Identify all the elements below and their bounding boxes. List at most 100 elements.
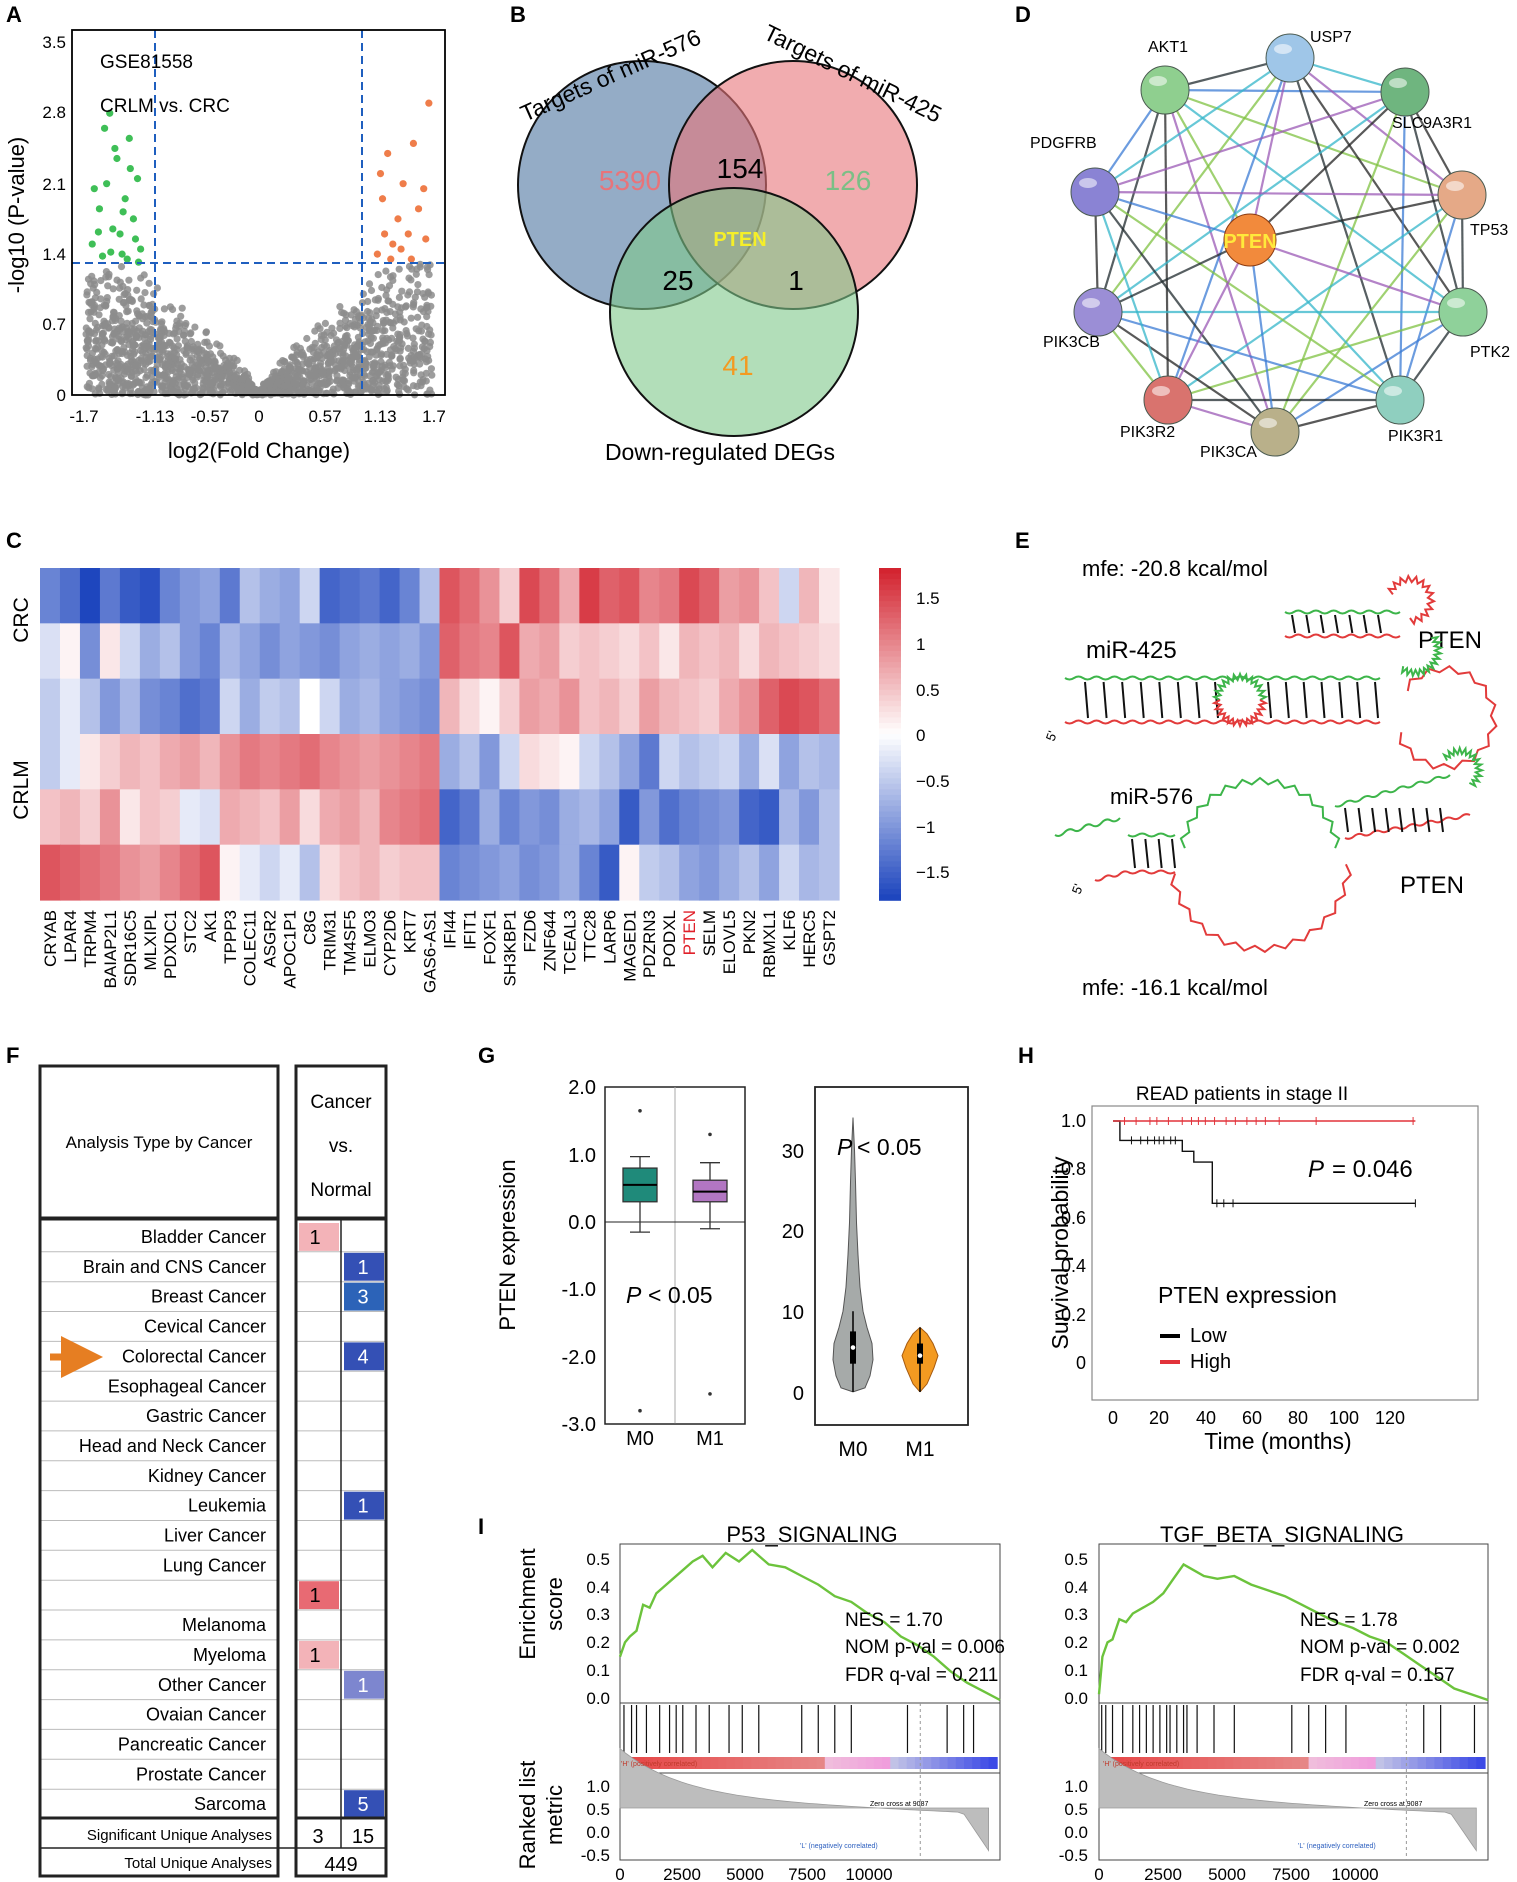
table-row-label: Lung Cancer bbox=[163, 1555, 266, 1575]
volcano-point bbox=[270, 389, 278, 397]
heatmap-cell bbox=[759, 623, 780, 680]
volcano-point bbox=[338, 376, 346, 384]
volcano-point bbox=[125, 276, 133, 284]
volcano-point bbox=[394, 338, 402, 346]
rna-strand bbox=[1064, 675, 1381, 681]
y-tick: 0 bbox=[793, 1383, 804, 1405]
volcano-point bbox=[82, 324, 90, 332]
heatmap-cell bbox=[40, 734, 61, 790]
rna-bond bbox=[1102, 681, 1108, 719]
gsea-rank-bar-step bbox=[1325, 1757, 1335, 1769]
volcano-point bbox=[88, 298, 96, 306]
volcano-point bbox=[131, 348, 139, 356]
panel-h-survival: H READ patients in stage II 1.0 0.8 0.6 … bbox=[1018, 1043, 1479, 1454]
heatmap-cell bbox=[279, 734, 301, 790]
total-label: Total Unique Analyses bbox=[124, 1855, 272, 1872]
volcano-point bbox=[389, 276, 397, 284]
volcano-point bbox=[331, 345, 339, 354]
heatmap-cell bbox=[239, 678, 261, 735]
volcano-point bbox=[221, 386, 229, 395]
volcano-point bbox=[425, 356, 433, 365]
heatmap-cell bbox=[679, 623, 700, 680]
volcano-point bbox=[377, 351, 385, 360]
gsea-frame bbox=[1098, 1543, 1489, 1861]
heatmap-cell bbox=[119, 678, 141, 735]
colorbar-step bbox=[879, 822, 901, 829]
heatmap-cell bbox=[479, 623, 501, 680]
volcano-point bbox=[317, 359, 325, 367]
volcano-point bbox=[155, 332, 163, 340]
volcano-point bbox=[366, 321, 374, 329]
heatmap-cell bbox=[259, 678, 281, 735]
gsea-left bbox=[618, 1543, 1001, 1861]
significant-label: Significant Unique Analyses bbox=[87, 1827, 272, 1844]
panel-b-venn: B Targets of miR-576 Targets of miR-425 … bbox=[510, 2, 946, 465]
table-row-label: Colorectal Cancer bbox=[122, 1346, 266, 1366]
volcano-point bbox=[426, 338, 434, 346]
volcano-point bbox=[310, 344, 318, 352]
rna-bond bbox=[1334, 614, 1339, 634]
heatmap-gene-label: PODXL bbox=[660, 910, 679, 968]
colorbar-tick: 1 bbox=[916, 635, 925, 654]
heatmap-cell bbox=[259, 568, 281, 624]
volcano-point bbox=[156, 326, 164, 335]
heatmap-cell bbox=[179, 623, 201, 680]
rna-loop bbox=[1211, 671, 1269, 701]
network-edge bbox=[1289, 57, 1463, 196]
heatmap-cell bbox=[559, 678, 580, 735]
colorbar-step bbox=[879, 817, 901, 824]
volcano-point bbox=[140, 387, 148, 396]
km-y-label: Survival probability bbox=[1047, 1156, 1073, 1350]
gsea-right-zero-label: Zero cross at 9087 bbox=[1364, 1801, 1422, 1808]
volcano-up-point bbox=[414, 205, 423, 213]
colorbar-step bbox=[879, 623, 901, 630]
volcano-point bbox=[383, 377, 391, 385]
heatmap-cell bbox=[539, 568, 560, 624]
heatmap-gene-label: BAIAP2L1 bbox=[101, 910, 120, 988]
heatmap-cell bbox=[819, 844, 840, 901]
panel-e-rna-structure: E mfe: -20.8 kcal/mol miR-425 PTEN miR-5… bbox=[1015, 528, 1498, 1000]
colorbar-step bbox=[879, 772, 901, 780]
network-node-highlight bbox=[1079, 178, 1097, 188]
colorbar-step bbox=[879, 761, 901, 768]
volcano-point bbox=[371, 296, 379, 304]
colorbar-step bbox=[879, 883, 901, 890]
heatmap-cell bbox=[299, 734, 321, 790]
heatmap-cell bbox=[359, 623, 381, 680]
node-label-tp53: TP53 bbox=[1470, 222, 1508, 239]
volcano-point bbox=[409, 334, 417, 342]
volcano-point bbox=[401, 303, 410, 311]
rna-loop bbox=[1441, 744, 1486, 789]
heatmap-cell bbox=[779, 568, 800, 624]
network-edge bbox=[1094, 57, 1291, 193]
heatmap-cell bbox=[779, 789, 800, 846]
colorbar-step bbox=[879, 783, 901, 791]
rna-bond bbox=[1338, 681, 1344, 719]
y-tick: 0 bbox=[1076, 1353, 1086, 1373]
x-tick: 0 bbox=[1094, 1865, 1103, 1882]
volcano-point bbox=[186, 367, 194, 375]
heatmap-cell bbox=[219, 568, 241, 624]
heatmap-gene-label: AK1 bbox=[201, 910, 220, 942]
rna-loop bbox=[1179, 776, 1341, 849]
network-edge bbox=[1164, 89, 1464, 313]
heatmap-cell bbox=[99, 844, 121, 901]
heatmap-cell bbox=[439, 844, 461, 901]
heatmap-cell bbox=[619, 734, 640, 790]
heatmap-cell bbox=[459, 623, 481, 680]
network-node bbox=[1073, 287, 1123, 337]
table-down-cell bbox=[344, 1342, 384, 1371]
volcano-point bbox=[299, 385, 307, 394]
x-tick: 80 bbox=[1288, 1408, 1308, 1428]
km-frame bbox=[1091, 1105, 1479, 1401]
heatmap-cell bbox=[639, 734, 660, 790]
volcano-point bbox=[148, 326, 156, 334]
heatmap-cell bbox=[459, 789, 481, 846]
heatmap-gene-label: FOXF1 bbox=[480, 910, 499, 965]
volcano-point bbox=[110, 366, 118, 374]
heatmap-cell bbox=[719, 678, 740, 735]
heatmap-cell bbox=[59, 789, 81, 846]
gsea-rank-bar-step bbox=[923, 1757, 933, 1769]
gsea-rank-bar-step bbox=[1216, 1757, 1226, 1769]
table-down-cell bbox=[344, 1252, 384, 1281]
